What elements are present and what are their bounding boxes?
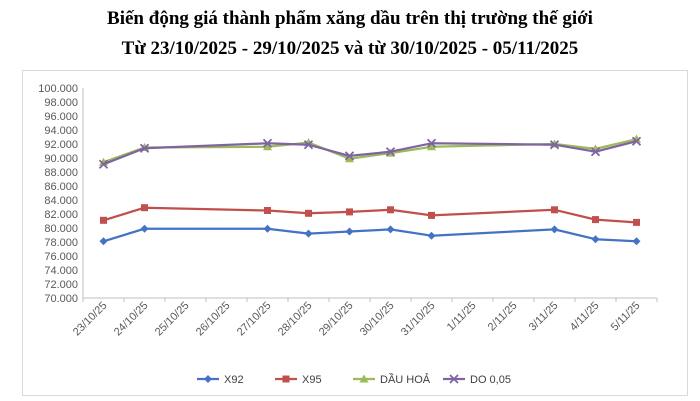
series-3-point: [344, 151, 355, 161]
series-0-point: [263, 224, 272, 233]
legend-item: DẦU HOẢ: [353, 373, 431, 386]
series-0-point: [140, 224, 149, 233]
x-tick-label: 1/11/25: [445, 300, 479, 334]
legend-swatch-marker: [449, 374, 459, 384]
series-1-point: [305, 209, 312, 217]
series-2-point: [427, 142, 436, 151]
x-tick-label: 5/11/25: [609, 300, 643, 334]
series-3-point: [303, 140, 314, 150]
y-tick-label: 76.000: [44, 251, 78, 263]
y-tick-label: 78.000: [44, 237, 78, 249]
chart-subtitle: Từ 23/10/2025 - 29/10/2025 và từ 30/10/2…: [121, 38, 579, 59]
y-tick-label: 86.000: [44, 181, 78, 193]
x-tick-label: 2/11/25: [486, 300, 520, 334]
chart-frame: [22, 70, 688, 396]
legend-swatch-marker: [204, 375, 212, 383]
x-tick-label: 29/10/25: [317, 300, 356, 339]
series-1-point: [428, 211, 435, 219]
x-tick-label: 25/10/25: [153, 300, 192, 339]
series-2-line: [103, 138, 637, 164]
series-0-point: [427, 231, 436, 240]
series-3-line: [103, 140, 637, 166]
series-3-point: [426, 138, 437, 148]
series-1-point: [346, 208, 353, 216]
y-tick-label: 94.000: [44, 125, 78, 137]
series-2-point: [632, 134, 641, 143]
series-1-point: [387, 206, 394, 214]
series-3-point: [98, 159, 109, 169]
series-3-point: [139, 143, 150, 153]
y-tick-label: 100.000: [38, 83, 78, 95]
series-3-point: [262, 138, 273, 148]
series-3-point: [549, 140, 560, 150]
y-tick-label: 80.000: [44, 223, 78, 235]
series-3-point: [385, 147, 396, 157]
legend-swatch-marker: [282, 375, 290, 383]
series-2-point: [345, 154, 354, 163]
x-tick-label: 26/10/25: [194, 300, 233, 339]
legend-item: X95: [275, 374, 322, 386]
series-3-point: [590, 147, 601, 157]
series-1-line: [103, 206, 637, 224]
x-tick-label: 28/10/25: [276, 300, 315, 339]
legend-swatch-marker: [359, 374, 369, 383]
x-tick-label: 30/10/25: [358, 300, 397, 339]
y-tick-label: 88.000: [44, 167, 78, 179]
y-tick-label: 74.000: [44, 265, 78, 277]
x-tick-label: 23/10/25: [71, 300, 110, 339]
chart-title: Biến động giá thành phẩm xăng dầu trên t…: [107, 8, 593, 29]
series-1-point: [141, 204, 148, 212]
y-tick-label: 72.000: [44, 279, 78, 291]
x-tick-label: 3/11/25: [527, 300, 561, 334]
legend-label: X95: [302, 374, 322, 386]
x-tick-label: 24/10/25: [112, 300, 151, 339]
series-0-point: [345, 227, 354, 236]
series-1-point: [264, 207, 271, 214]
series-0-point: [304, 229, 313, 238]
x-tick-label: 4/11/25: [568, 300, 602, 334]
series-1-point: [633, 218, 640, 226]
series-0-point: [386, 225, 395, 234]
legend-label: DO 0,05: [470, 374, 511, 386]
y-tick-label: 70.000: [44, 293, 78, 305]
series-0-line: [103, 227, 637, 243]
series-0-point: [632, 237, 641, 246]
y-tick-label: 82.000: [44, 209, 78, 221]
series-0-point: [550, 225, 559, 234]
y-tick-label: 92.000: [44, 139, 78, 151]
series-0-point: [591, 235, 600, 244]
series-1-point: [592, 216, 599, 224]
y-tick-label: 98.000: [44, 97, 78, 109]
legend-label: DẦU HOẢ: [380, 373, 431, 386]
y-tick-label: 90.000: [44, 153, 78, 165]
legend-item: X92: [197, 374, 244, 386]
series-0-point: [99, 237, 108, 246]
series-2-point: [263, 142, 272, 151]
legend-item: DO 0,05: [443, 374, 511, 386]
y-tick-label: 84.000: [44, 195, 78, 207]
x-tick-label: 31/10/25: [399, 300, 438, 339]
x-tick-label: 27/10/25: [235, 300, 274, 339]
series-1-point: [100, 216, 107, 224]
y-tick-label: 96.000: [44, 111, 78, 123]
series-1-point: [551, 206, 558, 214]
series-3-point: [631, 136, 642, 146]
legend-label: X92: [224, 374, 244, 386]
